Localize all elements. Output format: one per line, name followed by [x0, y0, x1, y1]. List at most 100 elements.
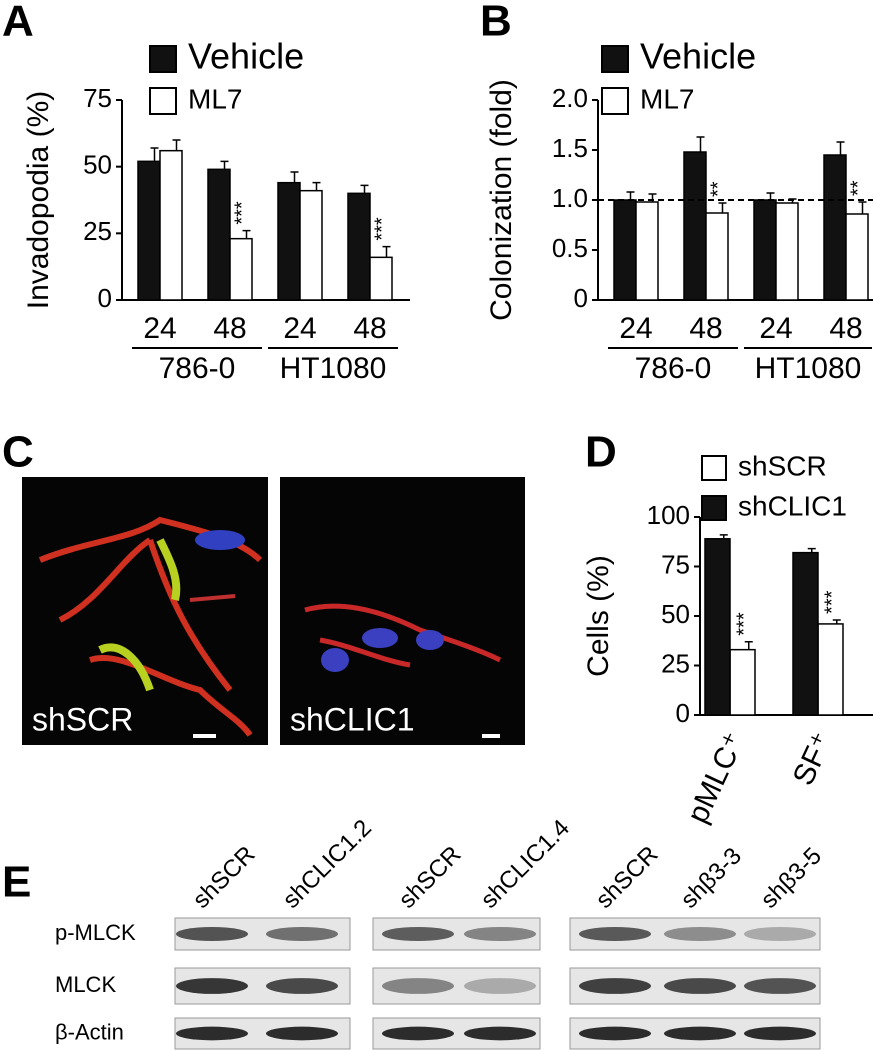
band — [579, 926, 651, 942]
bar — [753, 199, 777, 301]
band — [176, 978, 248, 994]
error-bar — [836, 141, 845, 155]
legend-swatch — [149, 87, 177, 115]
error-bar — [858, 201, 867, 214]
x-tick-label: 48 — [689, 312, 722, 345]
band — [382, 926, 454, 942]
legend-swatch — [701, 455, 727, 481]
significance: *** — [733, 612, 755, 636]
band — [579, 978, 651, 994]
y-tick-label: 0 — [98, 283, 112, 313]
y-tick-label: 25 — [661, 648, 690, 678]
bar — [705, 212, 729, 301]
group-label: 786-0 — [635, 352, 712, 385]
band — [176, 1026, 248, 1041]
group-label: 786-0 — [159, 352, 236, 385]
band — [744, 926, 816, 942]
band — [266, 1026, 338, 1041]
x-tick-label: SF⁺ — [787, 727, 840, 790]
image-label: shSCR — [32, 701, 133, 737]
band — [744, 978, 816, 994]
error-bar — [626, 191, 635, 200]
significance: *** — [821, 590, 843, 614]
x-tick-label: 48 — [213, 312, 246, 345]
bar — [613, 199, 637, 301]
x-tick-label: 48 — [829, 312, 862, 345]
error-bar — [744, 640, 753, 650]
bar — [277, 181, 301, 301]
error-bar — [382, 245, 391, 258]
micrograph — [22, 477, 268, 745]
error-bar — [696, 136, 705, 152]
error-bar — [360, 184, 369, 194]
bar — [823, 154, 847, 301]
error-bar — [290, 171, 299, 183]
legend-label: shCLIC1 — [738, 490, 847, 521]
y-tick-label: 2.0 — [552, 83, 588, 113]
y-tick-label: 0 — [574, 283, 588, 313]
row-label: p-MLCK — [55, 920, 136, 945]
panel-letter: A — [2, 0, 34, 46]
band — [744, 1026, 816, 1041]
x-tick-label: pMLC⁺ — [681, 727, 751, 828]
bar — [137, 160, 161, 301]
lane-label: shCLIC1.4 — [476, 814, 575, 913]
band — [579, 1026, 651, 1041]
legend-label: shSCR — [738, 450, 827, 481]
y-tick-label: 0.5 — [552, 233, 588, 263]
x-tick-label: 24 — [619, 312, 652, 345]
group-label: HT1080 — [755, 352, 862, 385]
lane-label: shβ3-3 — [676, 842, 747, 913]
panel-letter: D — [585, 428, 617, 477]
legend-label: Vehicle — [640, 36, 756, 77]
micrograph — [280, 477, 525, 745]
panel-letter: E — [2, 858, 31, 907]
bar — [229, 237, 253, 301]
legend-swatch — [149, 45, 177, 73]
bar — [729, 648, 756, 716]
band — [664, 1026, 736, 1041]
legend-swatch — [601, 45, 629, 73]
error-bar — [832, 619, 841, 624]
y-tick-label: 75 — [83, 83, 112, 113]
lane-label: shSCR — [591, 841, 664, 914]
error-bar — [719, 534, 728, 539]
y-tick-label: 25 — [83, 216, 112, 246]
band — [464, 926, 536, 942]
legend-label: ML7 — [640, 83, 694, 114]
panel-letter: B — [480, 0, 512, 46]
lane-label: shSCR — [188, 841, 261, 914]
row-label: β-Actin — [55, 1019, 124, 1044]
band — [176, 926, 248, 942]
y-tick-label: 50 — [661, 599, 690, 629]
significance: ** — [847, 180, 869, 196]
error-bar — [172, 139, 181, 151]
band — [464, 978, 536, 994]
significance: *** — [371, 217, 393, 241]
error-bar — [242, 229, 251, 239]
bar — [704, 538, 731, 716]
bar — [369, 256, 393, 301]
y-axis-title: Invadopodia (%) — [22, 91, 55, 309]
bar — [792, 551, 819, 716]
y-tick-label: 75 — [661, 549, 690, 579]
error-bar — [220, 160, 229, 170]
x-tick-label: 24 — [759, 312, 792, 345]
legend-label: Vehicle — [188, 36, 304, 77]
band — [664, 978, 736, 994]
significance: *** — [231, 201, 253, 225]
bar — [775, 202, 799, 301]
lane-label: shSCR — [394, 841, 467, 914]
y-tick-label: 100 — [647, 500, 690, 530]
bar — [845, 213, 869, 301]
lane-label: shCLIC1.2 — [278, 814, 377, 913]
legend-swatch — [601, 87, 629, 115]
image-label: shCLIC1 — [290, 701, 415, 737]
y-axis-title: Cells (%) — [582, 555, 615, 677]
bar — [683, 151, 707, 301]
band — [382, 1026, 454, 1041]
band — [382, 978, 454, 994]
bar — [635, 201, 659, 301]
error-bar — [766, 192, 775, 200]
